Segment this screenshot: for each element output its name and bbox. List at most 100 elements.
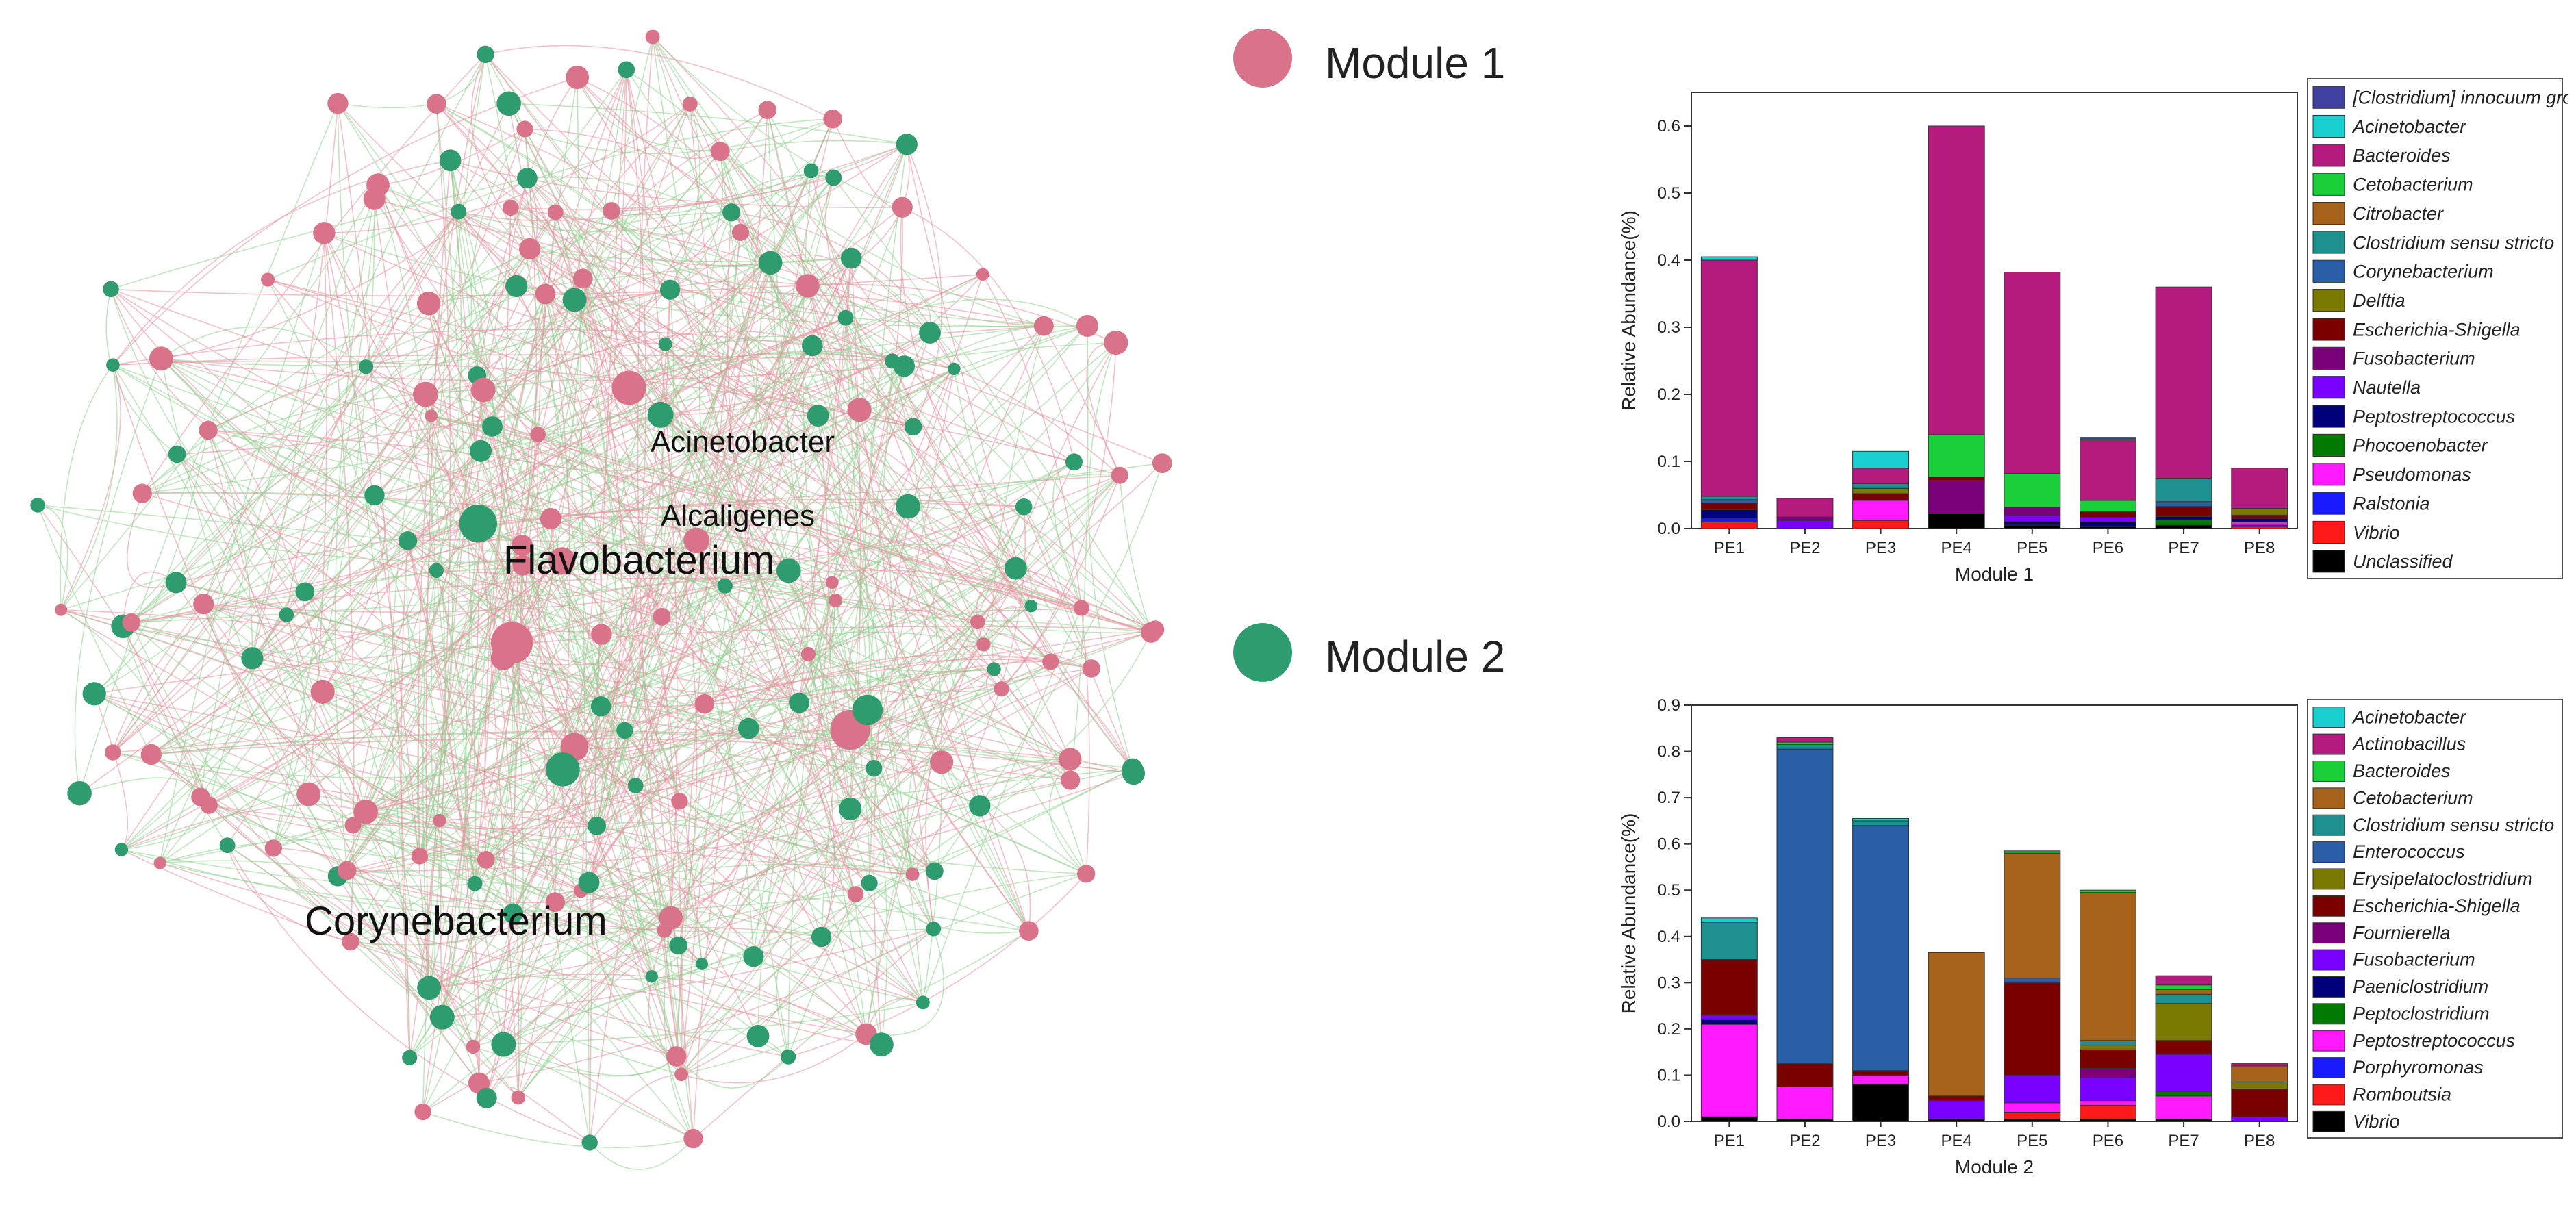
network-edge	[675, 1056, 789, 1089]
legend-entry: Enterococcus	[2353, 841, 2465, 862]
network-node	[358, 359, 374, 374]
network-edge	[37, 505, 152, 755]
network-edge	[479, 928, 934, 1084]
network-node	[219, 837, 236, 854]
bar-segment	[1852, 825, 1910, 1071]
x-tick-label: PE2	[1789, 1132, 1820, 1150]
network-edge	[475, 882, 882, 1045]
network-node	[802, 335, 823, 357]
bar-segment	[1852, 818, 1910, 822]
legend-entry: Bacteroides	[2353, 145, 2451, 166]
legend-swatch	[2312, 733, 2345, 755]
network-edge	[486, 605, 1032, 1099]
legend-entry: [Clostridium] innocuum group	[2352, 87, 2568, 107]
network-edge	[60, 364, 114, 610]
network-edge	[208, 804, 486, 861]
network-edge	[807, 566, 1016, 655]
y-tick-label: 0.1	[1658, 453, 1680, 471]
network-node	[459, 505, 497, 543]
legend-swatch	[2312, 231, 2345, 254]
network-edge	[449, 160, 590, 1143]
x-tick-label: PE5	[2017, 1132, 2047, 1150]
network-edge	[485, 53, 914, 427]
network-edge	[480, 415, 819, 472]
network-edge	[346, 294, 546, 871]
bar-segment	[2155, 975, 2212, 986]
bar-segment	[1852, 493, 1910, 501]
network-node	[659, 279, 681, 300]
x-axis-label: Module 1	[1955, 563, 2034, 585]
legend-entry: Fournierella	[2353, 922, 2451, 943]
network-edge	[635, 668, 994, 787]
network-edge	[365, 811, 703, 965]
network-node	[683, 527, 709, 554]
network-node	[503, 903, 524, 924]
y-tick-label: 0.7	[1658, 789, 1680, 807]
network-edge	[436, 570, 850, 730]
network-edge	[731, 212, 1044, 327]
network-edge	[458, 144, 907, 222]
network-node	[1122, 761, 1146, 785]
network-edge	[458, 211, 913, 428]
network-edge	[374, 199, 867, 1034]
network-edge	[422, 1111, 694, 1148]
legend-swatch	[2312, 463, 2345, 486]
network-node	[67, 780, 92, 806]
legend-box	[2307, 699, 2563, 1139]
network-node	[1060, 770, 1081, 790]
network-edge	[577, 77, 590, 1143]
legend-entry: Delftia	[2353, 290, 2405, 311]
network-edge	[161, 358, 905, 382]
bar-segment	[2004, 507, 2061, 516]
y-axis-label: Relative Abundance(%)	[1618, 813, 1639, 1014]
network-edge	[911, 507, 1026, 875]
network-edge	[425, 394, 476, 884]
network-edge	[160, 358, 636, 787]
network-node	[1082, 659, 1100, 678]
network-edge	[422, 69, 627, 1113]
bar-segment	[1852, 450, 1910, 469]
network-edge	[142, 492, 1082, 609]
network-node	[363, 188, 386, 210]
bar-segment	[2231, 1065, 2288, 1083]
network-node	[722, 203, 741, 222]
y-tick-label: 0.6	[1658, 835, 1680, 854]
network-edge	[436, 506, 1024, 575]
network-edge	[635, 474, 1120, 787]
network-edge	[866, 506, 1024, 1034]
network-node	[658, 337, 672, 351]
network-edge	[596, 342, 1117, 827]
bar-segment	[2004, 473, 2061, 508]
network-node	[847, 398, 872, 422]
network-edge	[470, 53, 531, 250]
legend-swatch	[2312, 1084, 2345, 1106]
x-tick-label: PE7	[2168, 1132, 2199, 1150]
bar-segment	[1928, 479, 1985, 514]
network-edge	[589, 1073, 682, 1143]
bar-segment	[2080, 1040, 2136, 1046]
network-node	[800, 646, 816, 662]
network-node	[694, 694, 715, 714]
x-tick-label: PE1	[1714, 539, 1745, 557]
network-edge	[121, 366, 905, 850]
network-edge	[419, 767, 1133, 857]
network-edge	[474, 144, 908, 885]
plot-frame	[1691, 92, 2298, 529]
network-edge	[307, 233, 327, 795]
network-node	[342, 932, 359, 951]
network-edge	[648, 930, 677, 1057]
network-edge	[1000, 688, 1087, 874]
network-edge	[675, 177, 835, 1057]
network-node	[803, 163, 819, 179]
network-edge	[304, 416, 432, 592]
network-edge	[449, 160, 694, 1139]
bar-segment	[2080, 892, 2136, 1041]
network-node	[516, 120, 533, 138]
network-edge	[207, 429, 809, 655]
network-edge	[346, 869, 822, 938]
network-edge	[161, 358, 800, 704]
legend-swatch	[2312, 201, 2345, 225]
legend-swatch	[2312, 1003, 2345, 1025]
network-node	[578, 872, 600, 893]
network-edge	[701, 474, 1120, 965]
